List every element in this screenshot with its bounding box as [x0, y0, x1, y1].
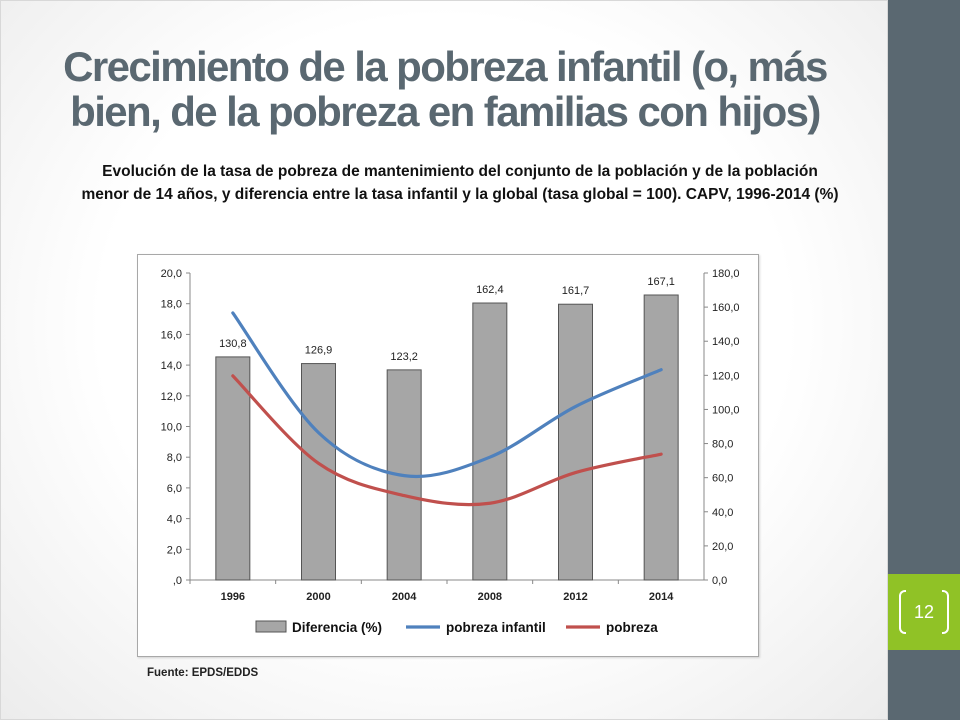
left-tick-label: 4,0: [167, 514, 182, 526]
x-tick-label: 2008: [478, 591, 502, 603]
bracket-left-icon: [899, 590, 906, 634]
left-tick-label: 16,0: [161, 329, 182, 341]
legend-label: pobreza infantil: [446, 620, 546, 635]
right-tick-label: 0,0: [712, 575, 727, 587]
left-tick-label: 2,0: [167, 544, 182, 556]
line-pobreza-infantil: [231, 311, 663, 479]
x-tick-label: 2004: [392, 591, 417, 603]
x-tick-label: 2012: [563, 591, 587, 603]
bar-data-label: 161,7: [562, 285, 590, 297]
chart: 20,0 18,0 16,0 14,0 12,0 10,0 8,0 6,0 4,0 2,0 ,0 18…: [161, 268, 740, 635]
right-tick-label: 100,0: [712, 404, 740, 416]
right-tick-label: 60,0: [712, 473, 733, 485]
left-tick-label: 14,0: [161, 360, 182, 372]
right-tick-label: 40,0: [712, 507, 733, 519]
bar: [215, 356, 251, 581]
right-tick-label: 140,0: [712, 336, 740, 348]
source-note: Fuente: EPDS/EDDS: [147, 667, 259, 679]
legend-label: pobreza: [606, 620, 658, 635]
x-tick-label: 1996: [221, 591, 245, 603]
left-tick-label: 6,0: [167, 483, 182, 495]
left-tick-label: ,0: [173, 575, 182, 587]
chart-container: 20,0 18,0 16,0 14,0 12,0 10,0 8,0 6,0 4,0 2,0 ,0 18…: [137, 254, 759, 657]
bar-data-label: 130,8: [219, 338, 247, 350]
page-number-badge: 12: [888, 574, 960, 650]
legend-swatch-bar: [255, 620, 287, 633]
x-tick-label: 2000: [306, 591, 330, 603]
x-tick-label: 2014: [649, 591, 674, 603]
bar-data-label: 167,1: [647, 276, 675, 288]
right-tick-label: 120,0: [712, 370, 740, 382]
line-pobreza: [231, 374, 663, 507]
chart-subtitle: Evolución de la tasa de pobreza de mante…: [81, 163, 839, 203]
legend-label: Diferencia (%): [292, 620, 382, 635]
bar-data-label: 123,2: [390, 351, 418, 363]
bar: [472, 302, 508, 581]
right-tick-label: 160,0: [712, 302, 740, 314]
left-tick-label: 12,0: [161, 391, 182, 403]
left-tick-label: 8,0: [167, 452, 182, 464]
bar: [643, 294, 679, 581]
slide-title: Crecimiento de la pobreza infantil (o, m…: [63, 43, 828, 135]
right-tick-label: 20,0: [712, 541, 733, 553]
bar: [558, 303, 593, 581]
page-number: 12: [913, 602, 935, 622]
bar-data-label: 126,9: [305, 345, 333, 357]
bracket-right-icon: [942, 590, 949, 634]
left-tick-label: 10,0: [161, 422, 182, 434]
bar-data-label: 162,4: [476, 284, 504, 296]
right-tick-label: 80,0: [712, 439, 733, 451]
left-tick-label: 20,0: [161, 268, 182, 280]
left-tick-label: 18,0: [161, 299, 182, 311]
right-tick-label: 180,0: [712, 268, 740, 280]
